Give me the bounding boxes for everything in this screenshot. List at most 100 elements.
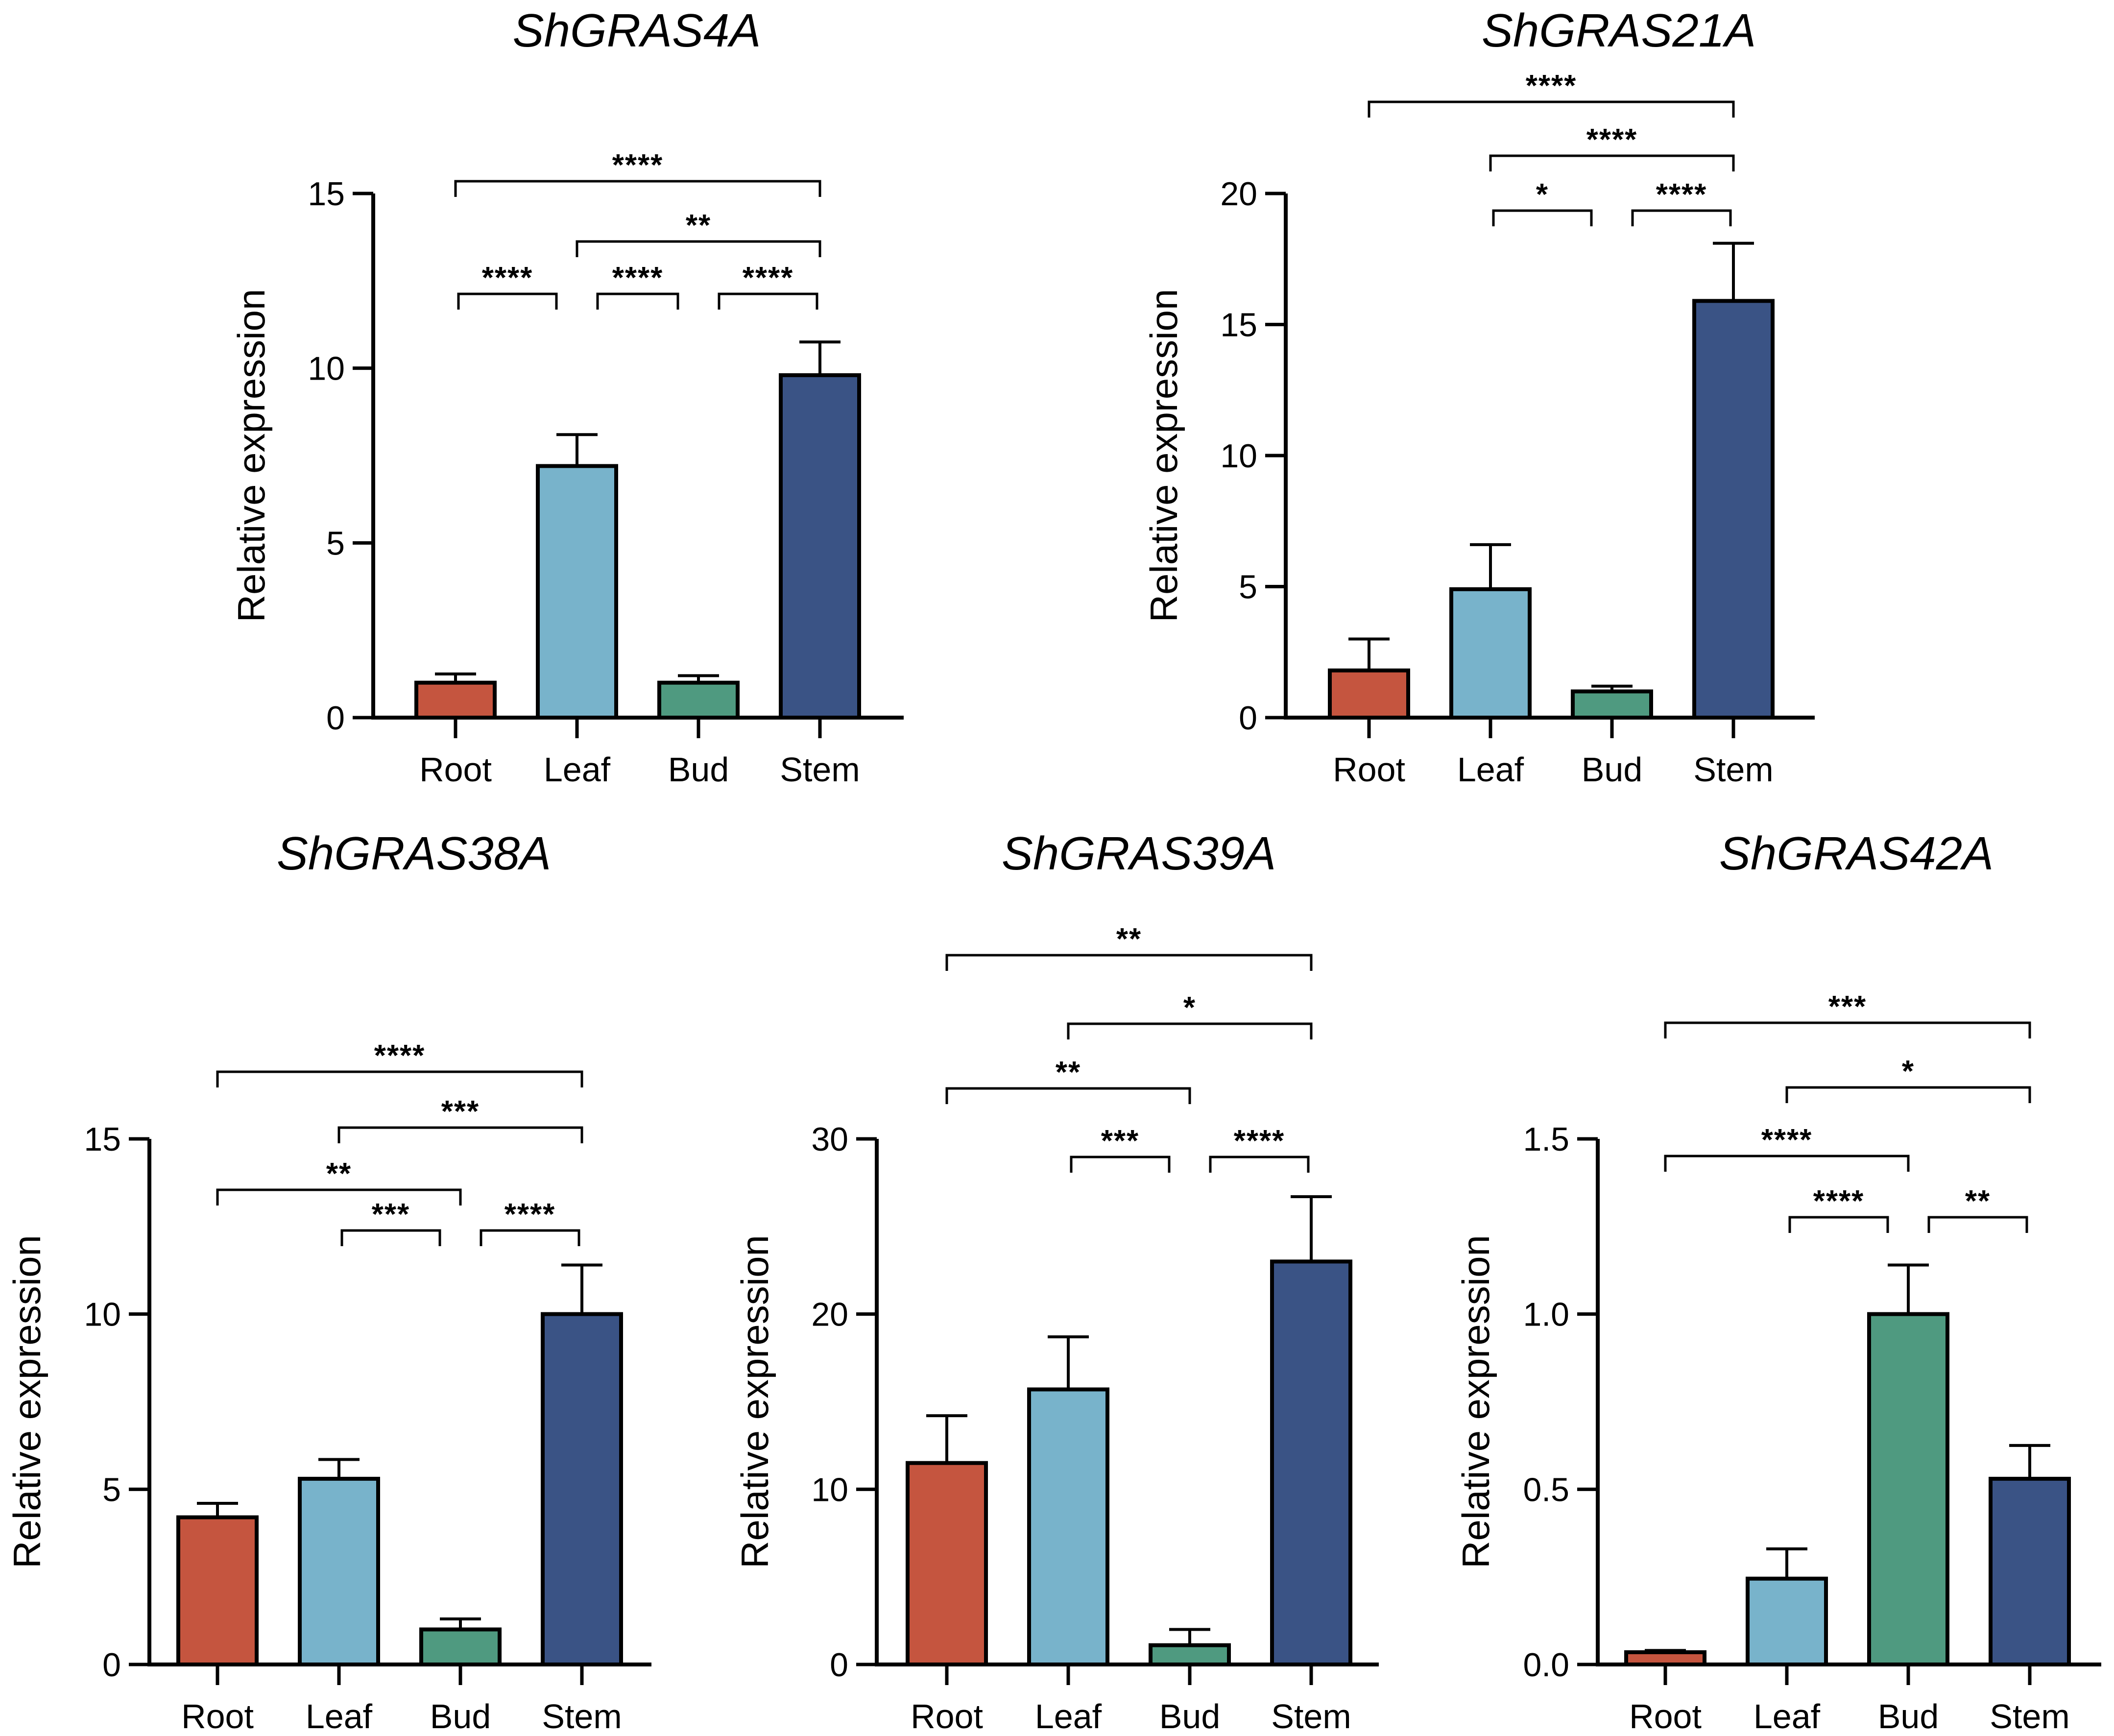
bar-Root [414, 680, 497, 720]
significance-label: **** [1526, 69, 1577, 103]
x-tick-label-Leaf: Leaf [1457, 750, 1524, 789]
significance-label: **** [1234, 1124, 1285, 1158]
bar-Stem [1989, 1476, 2071, 1666]
y-tick-label: 30 [811, 1121, 848, 1158]
chart-panel-ShGRAS42A: ShGRAS42A Relative expression 0.0 0.5 1.0 1.5… [1454, 827, 2101, 1736]
significance-bracket [1209, 1156, 1310, 1173]
significance-bracket [216, 1188, 462, 1206]
x-tick-label-Leaf: Leaf [1035, 1697, 1102, 1736]
y-tick-label: 15 [308, 175, 345, 213]
x-tick-label-Stem: Stem [1693, 750, 1773, 789]
significance-bracket [480, 1229, 580, 1246]
y-tick-label: 10 [1220, 437, 1257, 475]
bar-Root [176, 1515, 259, 1667]
significance-label: **** [1586, 123, 1638, 157]
significance-label: **** [1761, 1123, 1813, 1157]
significance-label: ** [686, 209, 711, 242]
significance-label: **** [1656, 178, 1707, 212]
bar-Leaf [1027, 1387, 1109, 1667]
chart-title: ShGRAS39A [1002, 827, 1276, 880]
significance-label: *** [1101, 1124, 1139, 1158]
y-tick-label: 10 [308, 350, 345, 387]
significance-label: * [1183, 991, 1196, 1025]
significance-label: **** [612, 148, 664, 182]
significance-bracket [1070, 1156, 1171, 1173]
significance-bracket [1664, 1021, 2031, 1038]
x-tick-label-Stem: Stem [1990, 1697, 2069, 1736]
bar-Bud [1867, 1312, 1949, 1667]
x-tick-label-Bud: Bud [430, 1697, 491, 1736]
y-axis-label: Relative expression [5, 1235, 48, 1568]
x-tick-label-Root: Root [181, 1697, 254, 1736]
bar-Bud [419, 1627, 502, 1666]
y-tick-label: 5 [102, 1471, 121, 1508]
significance-bracket [1492, 209, 1593, 226]
x-tick-label-Bud: Bud [668, 750, 729, 789]
bar-Bud [1149, 1643, 1231, 1667]
y-tick-label: 5 [1239, 569, 1257, 606]
y-axis-label: Relative expression [230, 289, 273, 623]
significance-label: **** [612, 261, 664, 295]
x-tick-label-Stem: Stem [780, 750, 860, 789]
x-tick-label-Leaf: Leaf [1754, 1697, 1821, 1736]
significance-bracket [1927, 1216, 2028, 1233]
bar-Leaf [298, 1476, 380, 1666]
bar-Stem [541, 1312, 623, 1667]
y-tick-label: 5 [326, 525, 345, 562]
significance-bracket [1664, 1155, 1910, 1172]
significance-bracket [945, 1087, 1191, 1104]
significance-bracket [337, 1126, 583, 1143]
significance-bracket [457, 292, 558, 310]
y-tick-label: 0.0 [1523, 1646, 1569, 1684]
y-tick-label: 0.5 [1523, 1471, 1569, 1508]
y-tick-label: 0 [1239, 699, 1257, 737]
x-tick-label-Bud: Bud [1878, 1697, 1939, 1736]
bar-Stem [1270, 1259, 1352, 1667]
significance-bracket [340, 1229, 441, 1246]
significance-bracket [216, 1070, 583, 1087]
y-tick-label: 1.5 [1523, 1121, 1569, 1158]
chart-title: ShGRAS4A [513, 4, 761, 57]
significance-label: ** [326, 1157, 352, 1191]
y-axis-label: Relative expression [1454, 1235, 1497, 1568]
y-tick-label: 0 [326, 699, 345, 737]
x-tick-label-Root: Root [1629, 1697, 1702, 1736]
significance-label: **** [743, 261, 794, 295]
x-tick-label-Root: Root [419, 750, 492, 789]
significance-label: **** [1813, 1184, 1865, 1218]
significance-bracket [1368, 100, 1735, 118]
bar-Bud [657, 680, 740, 720]
significance-label: * [1536, 178, 1549, 212]
x-tick-label-Stem: Stem [1271, 1697, 1351, 1736]
significance-bracket [1631, 209, 1732, 226]
y-tick-label: 10 [84, 1296, 121, 1333]
significance-bracket [454, 180, 821, 197]
significance-label: ** [1965, 1184, 1991, 1218]
y-tick-label: 10 [811, 1471, 848, 1508]
x-tick-label-Bud: Bud [1582, 750, 1643, 789]
y-tick-label: 15 [84, 1121, 121, 1158]
significance-label: * [1902, 1055, 1915, 1088]
significance-bracket [1489, 154, 1735, 171]
y-tick-label: 20 [811, 1296, 848, 1333]
x-tick-label-Root: Root [1333, 750, 1405, 789]
y-axis-label: Relative expression [1142, 289, 1185, 623]
significance-label: ** [1056, 1056, 1081, 1089]
chart-panel-ShGRAS21A: ShGRAS21A Relative expression 0 5 10 15 20 Root… [1142, 4, 1815, 789]
significance-label: **** [482, 261, 533, 295]
significance-bracket [1785, 1086, 2031, 1103]
bar-Leaf [1449, 587, 1532, 720]
significance-label: *** [441, 1095, 480, 1129]
bar-Stem [1692, 299, 1775, 720]
y-tick-label: 0 [830, 1646, 848, 1684]
significance-bracket [596, 292, 679, 310]
significance-bracket [945, 954, 1313, 971]
y-tick-label: 0 [102, 1646, 121, 1684]
bar-Root [906, 1461, 988, 1667]
x-tick-label-Bud: Bud [1159, 1697, 1221, 1736]
chart-title: ShGRAS21A [1482, 4, 1756, 57]
chart-panel-ShGRAS4A: ShGRAS4A Relative expression 0 5 10 15 Root Lea… [230, 4, 904, 789]
y-tick-label: 1.0 [1523, 1296, 1569, 1333]
chart-title: ShGRAS42A [1719, 827, 1994, 880]
